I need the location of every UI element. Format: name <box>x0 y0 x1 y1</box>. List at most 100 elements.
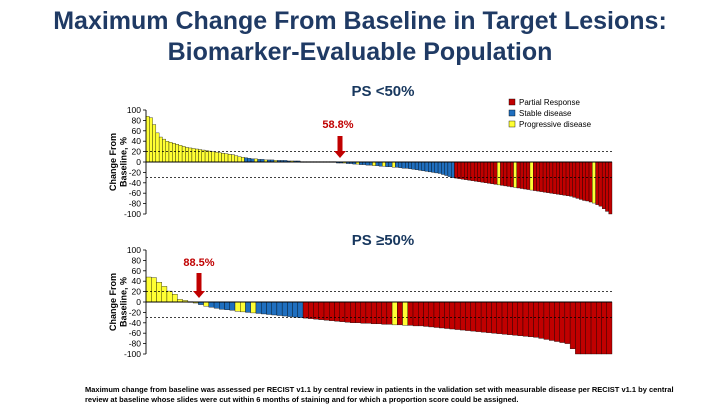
bar <box>526 161 531 190</box>
bar <box>408 161 412 169</box>
bar <box>548 301 555 341</box>
bar <box>421 161 426 172</box>
bar <box>528 301 534 338</box>
bar <box>480 301 487 333</box>
bar <box>585 161 590 202</box>
bar <box>513 161 518 188</box>
bar <box>254 158 258 163</box>
bar <box>382 161 386 167</box>
bar <box>428 301 435 328</box>
bar <box>145 116 150 163</box>
bar <box>543 301 550 340</box>
title-line-2: Biomarker-Evaluable Population <box>167 38 553 66</box>
y-tick-label: 0 <box>136 297 141 307</box>
bar <box>227 154 232 163</box>
bar <box>449 301 456 330</box>
y-axis-label: Change FromBaseline, % <box>108 273 128 331</box>
bar <box>441 161 445 175</box>
bar <box>203 301 210 307</box>
bar <box>480 161 485 183</box>
y-tick-label: 80 <box>132 115 142 125</box>
bar <box>418 301 424 327</box>
bar <box>437 161 442 174</box>
bar <box>447 161 452 177</box>
bar <box>172 294 178 303</box>
annotation-arrow-head <box>193 291 205 298</box>
y-tick-label: -60 <box>129 328 142 338</box>
bar <box>368 161 373 166</box>
bar <box>247 158 252 163</box>
bar <box>507 301 513 335</box>
y-axis-label: Change FromBaseline, % <box>108 133 128 191</box>
bar <box>556 161 560 195</box>
y-tick-label: -80 <box>129 339 142 349</box>
bar <box>470 301 477 332</box>
bar <box>512 301 518 336</box>
legend-swatch <box>508 98 516 106</box>
y-tick-label: 0 <box>136 157 141 167</box>
y-tick-label: -80 <box>129 199 142 209</box>
bar <box>381 301 388 325</box>
bar <box>501 301 508 335</box>
bar <box>500 161 504 186</box>
bar <box>397 301 403 326</box>
bar <box>375 161 380 166</box>
y-tick-label: 20 <box>132 147 142 157</box>
bar <box>431 161 435 173</box>
bar <box>181 146 186 163</box>
bar <box>559 301 566 343</box>
bar <box>569 161 573 197</box>
waterfall-chart-ps-low: Change FromBaseline, % 100806040200-20-40… <box>108 98 613 219</box>
bar <box>161 286 168 303</box>
bar <box>533 301 539 338</box>
bar <box>240 301 246 313</box>
bar <box>255 301 262 314</box>
bar <box>152 124 157 163</box>
bar <box>378 161 383 167</box>
bar <box>475 301 482 332</box>
bar <box>590 301 597 355</box>
bar <box>149 117 153 163</box>
bar <box>538 301 545 339</box>
bar <box>386 301 393 325</box>
bar <box>562 161 567 196</box>
bar <box>208 301 215 308</box>
bar <box>211 151 216 163</box>
bar <box>166 290 173 303</box>
bar <box>575 161 580 199</box>
bar <box>334 301 340 322</box>
bar <box>516 161 521 189</box>
bar <box>191 148 196 163</box>
bar <box>221 152 225 163</box>
slide-title: Maximum Change From Baseline in Target L… <box>0 6 720 68</box>
y-tick-label: -100 <box>124 209 141 219</box>
bar <box>517 301 524 336</box>
bar <box>407 301 414 326</box>
bar <box>418 161 422 171</box>
bar <box>370 301 377 325</box>
bar <box>483 161 488 183</box>
bar <box>401 161 406 169</box>
bar <box>229 301 236 311</box>
bar <box>162 138 166 163</box>
bar <box>350 301 356 323</box>
bar <box>395 161 399 168</box>
bar <box>424 161 429 172</box>
bar <box>218 152 222 163</box>
waterfall-chart-ps-high: Change FromBaseline, % 100806040200-20-40… <box>108 245 613 359</box>
bar <box>464 161 468 180</box>
bar <box>433 301 440 328</box>
bar <box>240 157 245 163</box>
bar <box>473 161 478 182</box>
bar <box>158 136 163 163</box>
bar <box>402 301 408 326</box>
bar <box>554 301 560 342</box>
annotation-arrow-shaft <box>337 136 343 152</box>
bar <box>145 276 152 303</box>
y-tick-label: 60 <box>132 126 142 136</box>
bar <box>596 301 602 355</box>
bar <box>580 301 586 355</box>
bar <box>155 132 160 163</box>
bar <box>605 161 609 212</box>
